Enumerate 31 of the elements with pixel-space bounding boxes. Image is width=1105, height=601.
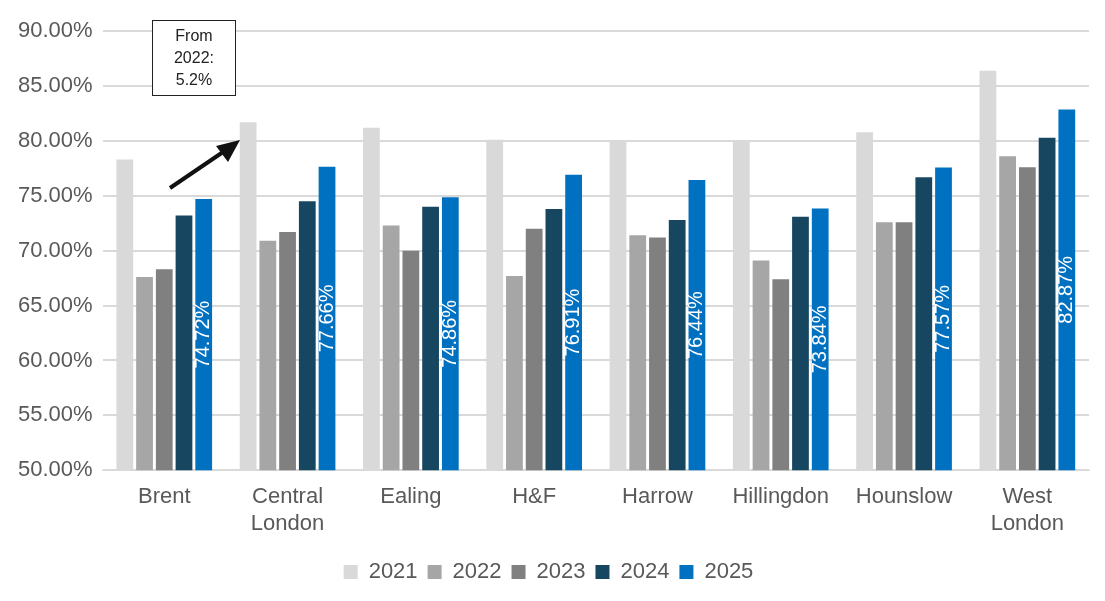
y-tick-label: 60.00% [17,346,93,372]
x-tick-label: H&F [512,483,557,509]
legend-label: 2025 [704,558,754,584]
y-tick-label: 55.00% [17,401,93,427]
data-label: 73.84% [807,305,830,374]
y-tick-label: 70.00% [17,236,93,262]
data-label: 74.72% [191,300,214,369]
y-tick-label: 90.00% [17,17,93,43]
y-tick-label: 65.00% [17,291,93,317]
legend-label: 2023 [536,558,586,584]
x-tick-label: Hounslow [855,483,953,509]
data-label: 77.57% [931,284,954,353]
data-label: 76.44% [684,290,707,360]
x-tick-label: Hillingdon [732,483,830,509]
data-label: 74.86% [437,299,460,368]
y-tick-label: 75.00% [17,181,93,207]
y-tick-label: 80.00% [17,127,93,153]
annotation: From 2022: 5.2% [152,20,236,96]
data-label: 77.66% [314,284,337,353]
x-tick-label: Ealing [380,483,442,509]
data-label: 76.91% [561,288,584,357]
x-tick-label: Brent [137,483,191,509]
legend-label: 2022 [452,558,502,584]
x-tick-label: West London [990,483,1065,535]
legend-label: 2021 [368,558,418,584]
x-tick-label: Harrow [622,483,694,509]
x-tick-label: Central London [250,483,325,535]
y-tick-label: 85.00% [17,72,93,98]
y-tick-label: 50.00% [17,456,93,482]
legend-label: 2024 [620,558,670,584]
data-label: 82.87% [1054,255,1077,324]
